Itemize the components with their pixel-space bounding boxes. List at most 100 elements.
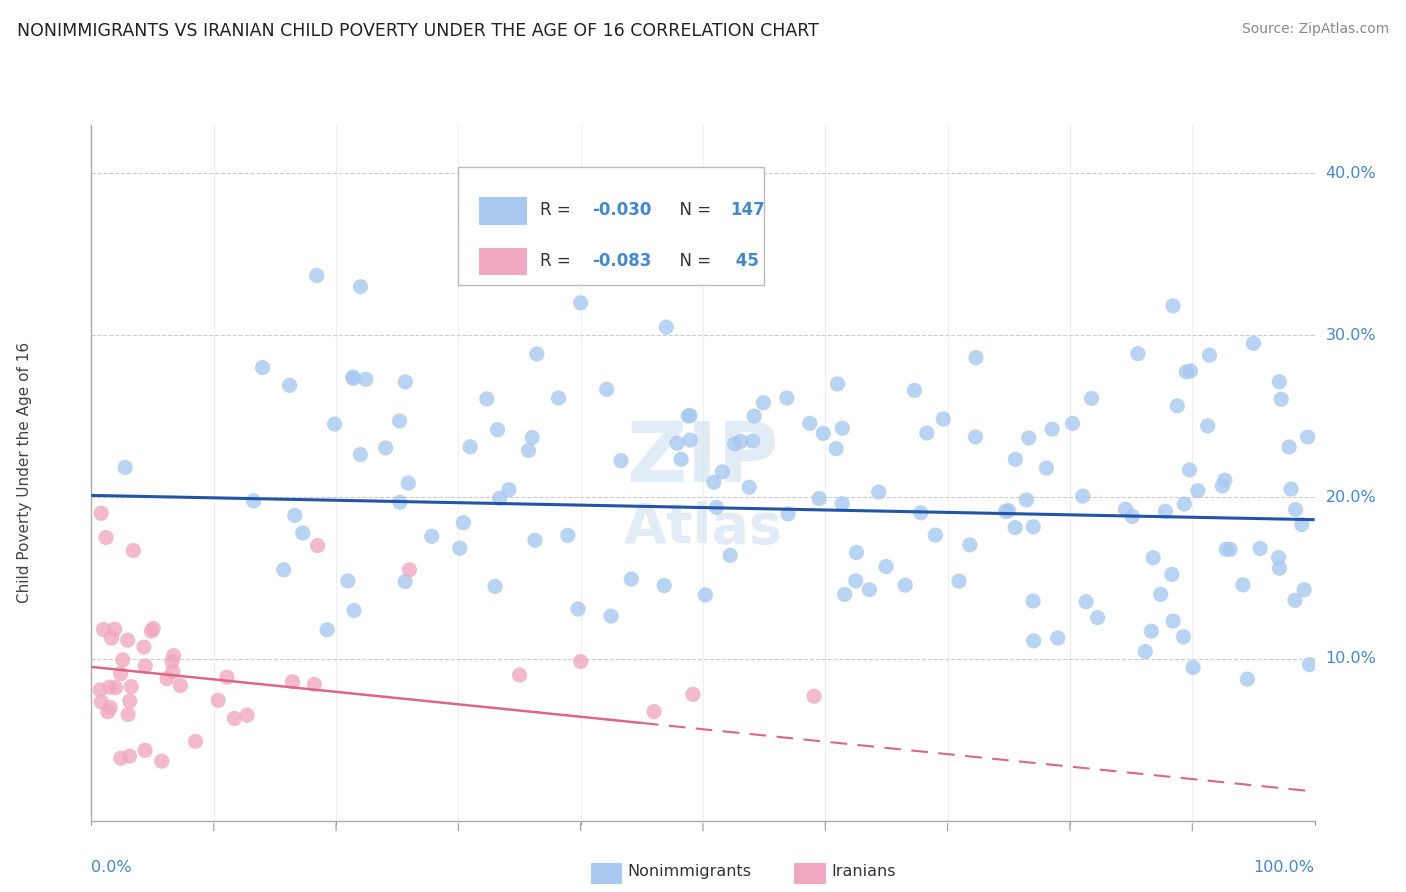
Point (134, 743, 156, 757)
Point (1150, 587, 1173, 601)
Point (236, 708, 259, 723)
Point (1074, 595, 1097, 609)
Point (703, 475, 725, 490)
Point (652, 578, 675, 592)
Text: Nonimmigrants: Nonimmigrants (627, 864, 751, 879)
Point (104, 681, 127, 695)
Point (724, 260, 747, 274)
Point (305, 268, 328, 283)
Point (207, 693, 229, 707)
Point (695, 588, 717, 602)
Point (278, 378, 301, 392)
Point (1035, 461, 1057, 475)
Point (104, 622, 127, 636)
Point (959, 538, 981, 552)
Point (799, 417, 821, 431)
Point (284, 508, 307, 523)
Point (1267, 550, 1289, 565)
Point (803, 690, 825, 704)
Point (98, 700, 121, 714)
Point (1213, 473, 1236, 487)
Point (655, 320, 678, 334)
Point (100, 631, 122, 645)
Point (557, 528, 579, 542)
Point (523, 533, 546, 548)
Point (831, 497, 853, 511)
Text: Source: ZipAtlas.com: Source: ZipAtlas.com (1241, 22, 1389, 37)
Point (1219, 542, 1241, 557)
Point (994, 504, 1017, 518)
Point (1180, 364, 1202, 378)
Point (120, 680, 142, 694)
Point (825, 442, 848, 456)
Point (669, 452, 692, 467)
Point (1182, 660, 1205, 674)
Point (1040, 422, 1063, 436)
Point (1161, 614, 1184, 628)
Point (162, 665, 184, 679)
Point (141, 624, 163, 638)
FancyBboxPatch shape (479, 248, 526, 275)
Point (845, 574, 868, 588)
Point (98, 680, 121, 694)
Point (118, 694, 141, 708)
Point (1087, 610, 1109, 624)
Point (89, 682, 111, 697)
Point (110, 666, 132, 681)
Point (1232, 578, 1254, 592)
Point (1296, 430, 1319, 444)
Point (1154, 504, 1177, 518)
Point (349, 279, 371, 293)
Point (808, 491, 831, 506)
Point (526, 347, 548, 361)
Point (394, 574, 416, 589)
Point (711, 465, 734, 479)
Text: 0.0%: 0.0% (91, 860, 132, 874)
Point (522, 430, 544, 444)
Point (1291, 517, 1313, 532)
Point (122, 543, 145, 558)
Point (488, 491, 510, 506)
Point (458, 440, 481, 454)
Point (281, 674, 304, 689)
Point (932, 412, 955, 426)
Point (569, 655, 592, 669)
Text: N =: N = (669, 252, 716, 270)
Point (215, 670, 238, 684)
Point (343, 603, 366, 617)
Point (596, 382, 619, 396)
Point (160, 655, 183, 669)
Point (620, 572, 643, 586)
Point (1015, 492, 1038, 507)
Point (1279, 482, 1302, 496)
Point (93, 623, 115, 637)
Point (273, 563, 295, 577)
Point (342, 370, 364, 384)
Point (742, 409, 765, 423)
Point (1294, 582, 1316, 597)
Point (1197, 418, 1219, 433)
Point (1062, 417, 1084, 431)
Point (845, 545, 868, 559)
Text: -0.083: -0.083 (592, 252, 651, 270)
Point (1249, 541, 1271, 556)
Point (388, 414, 411, 428)
Point (1178, 463, 1201, 477)
Point (858, 582, 880, 597)
Point (156, 672, 179, 686)
Point (420, 529, 443, 543)
Point (567, 602, 589, 616)
Text: 30.0%: 30.0% (1326, 327, 1376, 343)
Point (741, 434, 763, 448)
Point (134, 659, 156, 673)
Point (834, 587, 856, 601)
Point (117, 707, 139, 722)
Point (1166, 399, 1188, 413)
Point (831, 421, 853, 435)
Point (1160, 567, 1182, 582)
Text: R =: R = (540, 252, 576, 270)
Point (394, 375, 416, 389)
Point (718, 549, 741, 563)
Point (1268, 375, 1291, 389)
Point (547, 391, 569, 405)
